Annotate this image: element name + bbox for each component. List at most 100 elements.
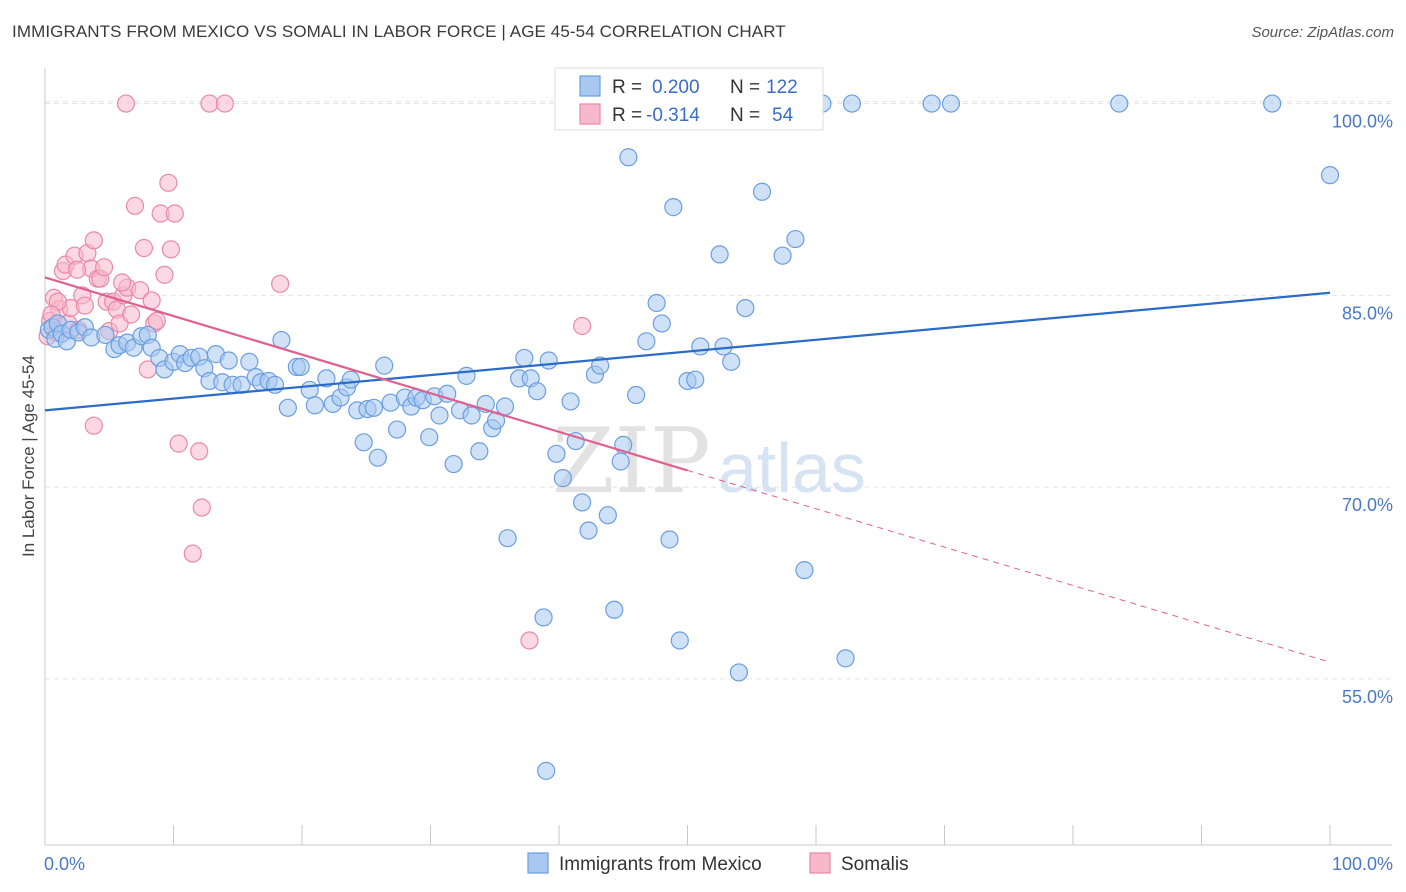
y-tick-label-70: 70.0%	[1342, 495, 1393, 515]
mexico-point-80	[547, 444, 566, 463]
mexico-point-88	[598, 506, 617, 525]
axes	[44, 68, 1392, 846]
somalis-point-48	[573, 316, 592, 336]
somalis-point-36	[159, 173, 178, 192]
mexico-point-62	[430, 406, 449, 425]
mexico-point-72	[495, 397, 515, 416]
mexico-point-103	[714, 337, 733, 356]
mexico-point-98	[664, 198, 683, 217]
mexico-point-120	[1320, 166, 1340, 185]
stats-legend-swatch-somalis	[579, 103, 601, 125]
mexico-point-79	[539, 351, 558, 370]
somalis-point-51	[68, 260, 87, 279]
mexico-point-49	[354, 433, 373, 452]
mexico-point-117	[941, 94, 961, 113]
somalis-point-42	[192, 498, 211, 517]
mexico-point-92	[619, 148, 638, 167]
somalis-point-27	[125, 196, 145, 215]
mexico-point-43	[317, 369, 336, 388]
stats-legend-swatch-mexico	[579, 75, 601, 97]
somalis-point-18	[95, 258, 114, 277]
mexico-point-108	[773, 246, 792, 265]
somalis-point-26	[121, 305, 141, 324]
watermark-atlas: atlas	[718, 429, 866, 507]
mexico-point-68	[470, 442, 489, 461]
somalis-point-39	[169, 434, 188, 453]
somalis-point-28	[130, 281, 150, 300]
somalis-point-45	[116, 94, 136, 113]
mexico-point-51	[364, 398, 384, 417]
somalis-point-31	[142, 291, 161, 310]
mexico-point-67	[462, 406, 481, 425]
mexico-point-107	[752, 182, 772, 201]
mexico-point-85	[579, 521, 598, 540]
mexico-point-97	[660, 530, 679, 549]
mexico-point-116	[922, 94, 941, 113]
bottom-legend-label-mexico: Immigrants from Mexico	[559, 854, 762, 875]
mexico-point-87	[591, 356, 610, 375]
mexico-point-99	[670, 631, 689, 650]
mexico-point-93	[626, 385, 646, 405]
mexico-point-10	[96, 325, 115, 345]
x-ticks	[44, 825, 1331, 845]
stats-legend-n-value-mexico: 122	[766, 77, 798, 98]
somalis-point-38	[165, 204, 184, 223]
somalis-point-40	[183, 544, 202, 563]
mexico-point-55	[387, 420, 407, 439]
somalis-point-44	[215, 94, 234, 113]
mexico-point-112	[710, 245, 729, 264]
bottom-legend-swatch-mexico	[527, 852, 549, 874]
mexico-point-29	[219, 351, 238, 370]
mexico-point-106	[736, 299, 755, 318]
mexico-point-95	[647, 293, 666, 313]
y-tick-label-55: 55.0%	[1342, 687, 1393, 707]
chart-source: Source: ZipAtlas.com	[1251, 24, 1394, 41]
somalis-point-47	[271, 274, 290, 293]
somalis-point-49	[520, 631, 539, 650]
mexico-point-121	[537, 761, 556, 780]
mexico-point-111	[836, 649, 855, 668]
mexico-point-47	[341, 370, 360, 389]
y-tick-label-100: 100.0%	[1332, 112, 1393, 132]
y-tick-labels: 55.0% 70.0% 85.0% 100.0%	[1332, 112, 1393, 707]
somalis-point-37	[161, 240, 181, 259]
bottom-legend: Immigrants from Mexico Somalis	[527, 852, 909, 875]
mexico-point-84	[573, 493, 592, 512]
mexico-point-73	[498, 529, 517, 548]
stats-legend-n-label-somalis: N =	[730, 105, 760, 126]
mexico-point-102	[691, 337, 710, 356]
stats-legend-r-value-somalis: -0.314	[646, 105, 700, 126]
mexico-point-64	[444, 454, 463, 474]
mexico-point-60	[420, 428, 439, 447]
mexico-point-90	[611, 452, 630, 471]
mexico-point-52	[368, 448, 387, 467]
mexico-point-78	[534, 608, 553, 627]
mexico-point-94	[637, 332, 656, 351]
trend-lines	[44, 276, 1331, 663]
mexico-point-75	[515, 348, 534, 368]
mexico-point-105	[729, 663, 749, 682]
mexico-point-96	[652, 314, 671, 333]
mexico-point-115	[842, 94, 862, 113]
stats-legend-n-label-mexico: N =	[730, 77, 760, 98]
mexico-point-118	[1110, 94, 1129, 113]
x-tick-label-max: 100.0%	[1332, 854, 1393, 874]
y-tick-label-85: 85.0%	[1342, 303, 1393, 323]
mexico-point-119	[1263, 94, 1282, 113]
mexico-point-40	[291, 357, 310, 377]
mexico-point-110	[795, 561, 814, 580]
series-somalis-points	[38, 94, 592, 650]
mexico-point-32	[240, 352, 259, 371]
somalis-point-43	[200, 94, 219, 113]
mexico-point-53	[375, 356, 394, 375]
bottom-legend-swatch-somalis	[809, 852, 831, 874]
trend-line-somalis	[44, 276, 688, 472]
trend-line-mexico	[44, 291, 1331, 412]
stats-legend-n-value-somalis: 54	[772, 105, 794, 126]
mexico-point-66	[457, 366, 476, 385]
stats-legend-r-label-somalis: R =	[612, 105, 642, 126]
mexico-point-81	[553, 469, 572, 488]
mexico-point-83	[566, 431, 585, 451]
trend-line-somalis-extension	[687, 469, 1331, 663]
mexico-point-41	[300, 380, 319, 400]
